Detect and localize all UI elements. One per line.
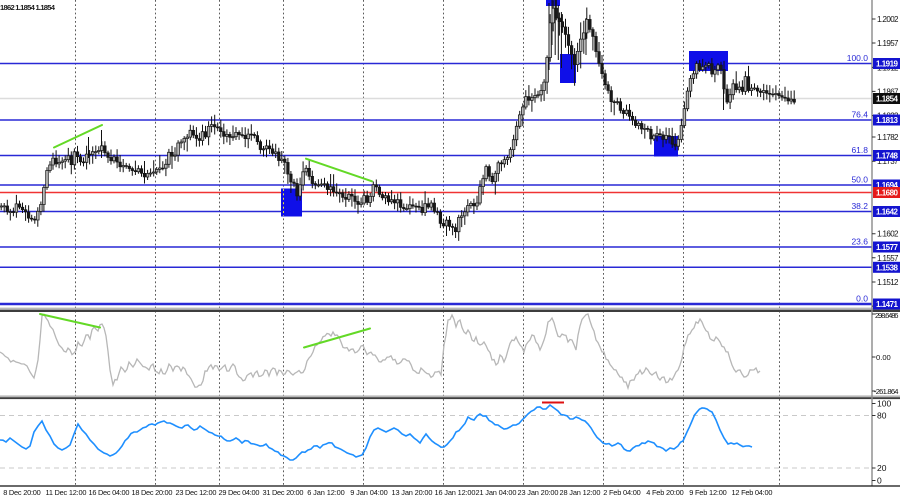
svg-text:1.1512: 1.1512 — [877, 278, 899, 287]
svg-text:0.0: 0.0 — [856, 294, 868, 304]
svg-text:1.1680: 1.1680 — [876, 189, 899, 198]
svg-text:1.1642: 1.1642 — [876, 208, 899, 217]
svg-text:1.1577: 1.1577 — [876, 243, 899, 252]
svg-text:1.1748: 1.1748 — [876, 152, 899, 161]
svg-text:1.1782: 1.1782 — [877, 133, 899, 142]
svg-text:2 Feb 04:00: 2 Feb 04:00 — [603, 488, 641, 497]
svg-text:16 Dec 04:00: 16 Dec 04:00 — [89, 488, 130, 497]
svg-text:80: 80 — [877, 411, 887, 421]
svg-text:31 Dec 20:00: 31 Dec 20:00 — [263, 488, 304, 497]
svg-text:-261.864: -261.864 — [874, 387, 899, 396]
svg-text:100.0: 100.0 — [847, 53, 869, 63]
svg-text:11 Dec 12:00: 11 Dec 12:00 — [46, 488, 87, 497]
svg-text:23 Dec 12:00: 23 Dec 12:00 — [176, 488, 217, 497]
svg-text:4 Feb 20:00: 4 Feb 20:00 — [646, 488, 684, 497]
svg-text:1.1737: 1.1737 — [877, 157, 899, 166]
svg-text:1.1957: 1.1957 — [877, 39, 899, 48]
svg-text:1.1867: 1.1867 — [877, 87, 899, 96]
svg-text:23.6: 23.6 — [851, 237, 868, 247]
svg-text:16 Jan 12:00: 16 Jan 12:00 — [435, 488, 476, 497]
svg-text:12 Feb 04:00: 12 Feb 04:00 — [732, 488, 773, 497]
svg-text:1.1471: 1.1471 — [876, 300, 899, 309]
svg-text:28 Jan 12:00: 28 Jan 12:00 — [560, 488, 601, 497]
svg-text:1.1919: 1.1919 — [876, 60, 899, 69]
svg-text:1862 1.1854 1.1854: 1862 1.1854 1.1854 — [0, 3, 56, 12]
svg-text:1.1557: 1.1557 — [877, 254, 899, 263]
svg-text:29 Dec 04:00: 29 Dec 04:00 — [219, 488, 260, 497]
svg-text:298.6486: 298.6486 — [875, 311, 899, 320]
svg-text:61.8: 61.8 — [851, 145, 868, 155]
svg-text:8 Dec 20:00: 8 Dec 20:00 — [3, 488, 41, 497]
svg-text:0.00: 0.00 — [876, 353, 891, 362]
svg-text:21 Jan 04:00: 21 Jan 04:00 — [476, 488, 517, 497]
svg-text:6 Jan 12:00: 6 Jan 12:00 — [307, 488, 345, 497]
svg-text:1.2002: 1.2002 — [877, 15, 899, 24]
svg-text:1.1813: 1.1813 — [876, 116, 899, 125]
svg-text:13 Jan 20:00: 13 Jan 20:00 — [392, 488, 433, 497]
svg-text:38.2: 38.2 — [851, 201, 868, 211]
svg-text:9 Feb 12:00: 9 Feb 12:00 — [689, 488, 727, 497]
svg-text:1.1602: 1.1602 — [877, 230, 899, 239]
svg-text:23 Jan 20:00: 23 Jan 20:00 — [518, 488, 559, 497]
svg-text:9 Jan 04:00: 9 Jan 04:00 — [350, 488, 388, 497]
svg-text:18 Dec 20:00: 18 Dec 20:00 — [132, 488, 173, 497]
svg-text:1.1854: 1.1854 — [876, 95, 899, 104]
svg-text:76.4: 76.4 — [851, 110, 868, 120]
svg-text:1.1538: 1.1538 — [876, 264, 899, 273]
svg-text:20: 20 — [877, 463, 887, 473]
svg-text:0: 0 — [877, 476, 882, 486]
svg-text:100: 100 — [877, 399, 891, 409]
svg-text:50.0: 50.0 — [851, 175, 868, 185]
svg-text:1.1694: 1.1694 — [876, 181, 899, 190]
